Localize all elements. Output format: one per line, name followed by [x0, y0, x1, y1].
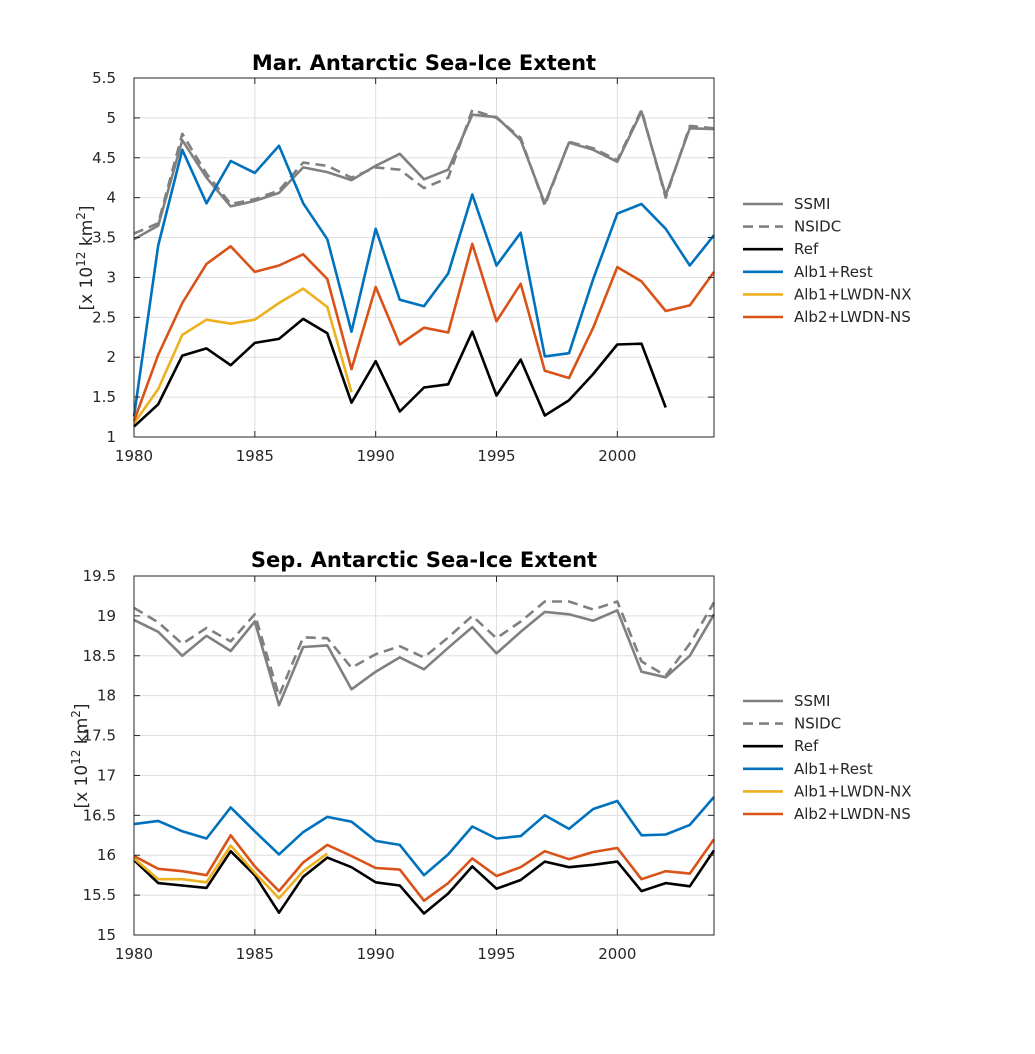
axes-september: Sep. Antarctic Sea-Ice Extent 1980 1985 19… [69, 548, 912, 963]
march-y-axis-label: [x 1012 km2] [74, 205, 97, 310]
september-series-ssmi [133, 609, 716, 707]
march-x-tick-label: 1990 [357, 447, 395, 465]
march-x-tick-label: 2000 [598, 447, 636, 465]
march-x-tick-label: 1985 [236, 447, 274, 465]
september-chart-title: Sep. Antarctic Sea-Ice Extent [251, 548, 597, 572]
march-y-tick-label: 5 [106, 109, 116, 127]
march-x-tick-label: 1980 [115, 447, 153, 465]
september-x-tick-label: 1995 [477, 945, 515, 963]
march-series-alb2-lwdn-ns [132, 242, 716, 422]
september-y-tick-label: 16.5 [83, 806, 116, 824]
september-legend-label: Alb1+LWDN-NX [794, 782, 912, 800]
march-series-ssmi [133, 110, 715, 241]
march-y-tick-label: 2.5 [92, 308, 116, 326]
march-y-tick-label: 1 [106, 428, 116, 446]
september-axes-frame [133, 575, 715, 936]
september-x-tick-label: 1990 [357, 945, 395, 963]
march-legend-label: Alb1+Rest [794, 263, 873, 281]
september-series-alb2-lwdn-ns [133, 834, 716, 902]
september-plot-area [134, 576, 714, 935]
march-y-tick-label: 3 [106, 268, 116, 286]
march-series-alb1-rest [132, 144, 716, 417]
september-y-tick-label: 19 [97, 607, 116, 625]
march-y-tick-label: 3.5 [92, 229, 116, 247]
september-y-tick-label: 17.5 [83, 727, 116, 745]
march-y-tick-label: 5.5 [92, 69, 116, 87]
march-series-alb1-lwdn-nx [132, 287, 353, 425]
september-y-tick-label: 18 [97, 687, 116, 705]
september-x-tick-label: 1985 [236, 945, 274, 963]
march-x-tick-label: 1995 [477, 447, 515, 465]
september-legend-label: Alb2+LWDN-NS [794, 805, 911, 823]
september-series-nsidc [133, 600, 716, 697]
september-y-tick-label: 18.5 [83, 647, 116, 665]
september-x-tick-label: 1980 [115, 945, 153, 963]
march-legend-label: Alb1+LWDN-NX [794, 285, 912, 303]
september-legend-label: Ref [794, 737, 819, 755]
axes-march: Mar. Antarctic Sea-Ice Extent 1980 1985 19… [74, 51, 912, 465]
september-y-tick-label: 15 [97, 926, 116, 944]
september-legend-label: NSIDC [794, 715, 841, 733]
march-y-tick-label: 2 [106, 348, 116, 366]
march-y-tick-label: 4 [106, 189, 116, 207]
september-y-axis-label: [x 1012 km2] [69, 703, 92, 808]
september-y-tick-label: 16 [97, 846, 116, 864]
september-legend-label: Alb1+Rest [794, 760, 873, 778]
september-series-alb1-rest [133, 796, 715, 877]
march-legend-label: SSMI [794, 195, 830, 213]
march-chart-title: Mar. Antarctic Sea-Ice Extent [252, 51, 596, 75]
september-y-tick-label: 17 [97, 766, 116, 784]
september-y-tick-label: 15.5 [83, 886, 116, 904]
september-legend-label: SSMI [794, 692, 830, 710]
march-axes-frame [133, 77, 715, 438]
march-legend-label: Alb2+LWDN-NS [794, 308, 911, 326]
september-x-tick-label: 2000 [598, 945, 636, 963]
september-series-alb1-lwdn-nx [133, 844, 329, 900]
march-legend-label: Ref [794, 240, 819, 258]
march-plot-area [134, 78, 714, 437]
march-legend-label: NSIDC [794, 218, 841, 236]
march-series-nsidc [133, 108, 715, 235]
september-series-ref [133, 849, 716, 915]
march-y-tick-label: 4.5 [92, 149, 116, 167]
march-y-tick-label: 1.5 [92, 388, 116, 406]
september-y-tick-label: 19.5 [83, 567, 116, 585]
